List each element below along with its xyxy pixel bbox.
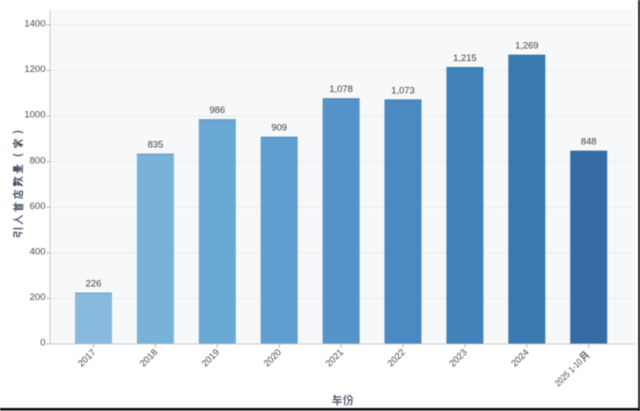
svg-text:200: 200 [30,292,46,303]
svg-text:1000: 1000 [24,110,45,121]
svg-text:1,078: 1,078 [329,83,352,94]
svg-text:1,073: 1,073 [391,84,414,95]
svg-text:1200: 1200 [24,64,45,75]
svg-text:600: 600 [30,201,46,212]
svg-text:0: 0 [40,338,45,349]
svg-text:226: 226 [86,278,102,289]
svg-text:835: 835 [148,139,164,150]
svg-text:1,215: 1,215 [453,52,476,63]
svg-text:848: 848 [581,136,597,147]
svg-text:400: 400 [30,247,46,258]
svg-text:1,269: 1,269 [515,40,538,51]
svg-text:1400: 1400 [24,19,45,30]
svg-text:909: 909 [271,122,287,133]
svg-text:800: 800 [30,155,46,166]
svg-text:986: 986 [209,104,225,115]
